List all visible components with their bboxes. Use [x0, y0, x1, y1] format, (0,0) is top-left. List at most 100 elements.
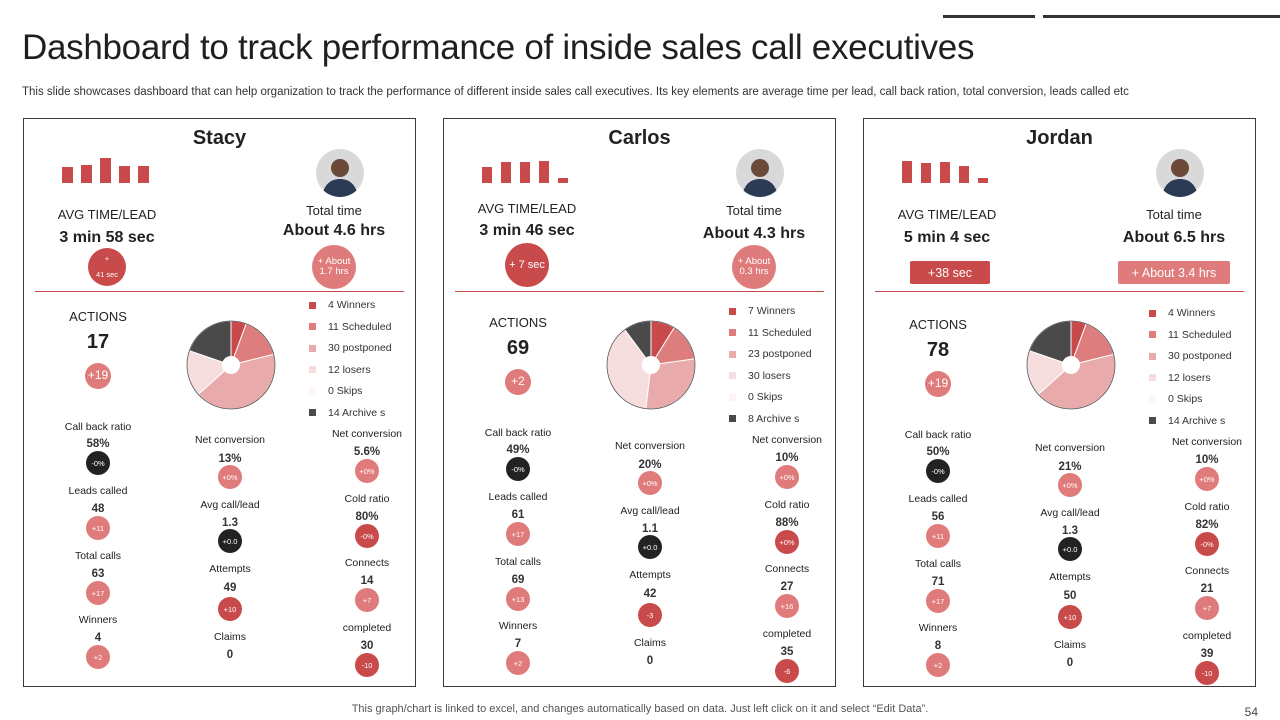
connects-value: 21 — [1200, 583, 1214, 595]
total-badge-line2: 1.7 hrs — [319, 266, 349, 277]
leads-called-value: 48 — [91, 503, 105, 515]
legend-label: 0 Skips — [748, 391, 783, 403]
call-back-ratio-value: 50% — [926, 446, 950, 458]
total-time-delta-badge: + About 1.7 hrs — [312, 245, 356, 289]
legend-label: 4 Winners — [1168, 307, 1216, 319]
executive-panel-jordan: Jordan AVG TIME/LEAD 5 min 4 sec Total t… — [863, 118, 1256, 687]
avg-call-lead-value: 1.1 — [642, 523, 658, 535]
legend-label: 30 postponed — [1168, 350, 1232, 362]
legend-label: 8 Archive s — [748, 412, 800, 425]
leads-called-badge: +17 — [506, 522, 530, 546]
net-conversion-right-value: 10% — [775, 452, 799, 464]
winners-value: 7 — [514, 638, 522, 650]
winners-label: Winners — [78, 614, 118, 626]
executive-panel-stacy: Stacy AVG TIME/LEAD 3 min 58 sec Total t… — [23, 118, 416, 687]
mini-bar-chart — [482, 153, 592, 183]
completed-badge: -6 — [775, 659, 799, 683]
avg-time-delta-badge: +41 sec — [88, 248, 126, 286]
mini-bar — [501, 162, 511, 183]
legend-item: 30 postponed — [1149, 350, 1232, 362]
total-time-delta-badge: + About 3.4 hrs — [1118, 261, 1230, 284]
leads-called-badge: +11 — [86, 516, 110, 540]
connects-badge: +7 — [1195, 596, 1219, 620]
total-calls-label: Total calls — [494, 556, 542, 568]
pie-outline — [606, 320, 696, 410]
cold-ratio-badge: -0% — [1195, 532, 1219, 556]
actions-delta-badge: +19 — [85, 363, 111, 389]
completed-value: 30 — [360, 640, 374, 652]
winners-badge: +2 — [506, 651, 530, 675]
call-back-ratio-label: Call back ratio — [64, 421, 132, 433]
winners-label: Winners — [498, 620, 538, 632]
legend-item: 14 Archive s — [1149, 415, 1225, 427]
avg-call-lead-label: Avg call/lead — [620, 505, 680, 517]
legend-item: 0 Skips — [729, 391, 782, 403]
avg-time-value: 3 min 58 sec — [59, 229, 155, 246]
total-badge-line1: + About — [737, 255, 771, 267]
mini-bar-chart — [62, 153, 172, 183]
avg-time-label: AVG TIME/LEAD — [57, 207, 157, 222]
avg-call-lead-label: Avg call/lead — [1040, 507, 1100, 519]
net-conversion-mid-label: Net conversion — [1034, 442, 1106, 454]
section-divider — [35, 291, 404, 292]
call-back-ratio-badge: -0% — [86, 451, 110, 475]
net-conversion-right-label: Net conversion — [331, 428, 403, 440]
header-line-long — [1043, 15, 1280, 18]
mini-bar — [921, 163, 931, 183]
total-calls-value: 69 — [511, 574, 525, 586]
winners-value: 4 — [94, 632, 102, 644]
completed-badge: -10 — [355, 653, 379, 677]
total-calls-label: Total calls — [914, 558, 962, 570]
net-conversion-mid-value: 21% — [1058, 461, 1082, 473]
cold-ratio-value: 82% — [1195, 519, 1219, 531]
legend-item: 11 Scheduled — [1149, 329, 1231, 341]
executive-name: Jordan — [1026, 127, 1093, 149]
attempts-badge: +10 — [1058, 605, 1082, 629]
completed-label: completed — [762, 628, 812, 640]
executive-name: Carlos — [608, 127, 671, 149]
connects-value: 14 — [360, 575, 374, 587]
legend-item: 30 losers — [729, 370, 791, 382]
net-conversion-mid-value: 20% — [638, 459, 662, 471]
leads-called-value: 56 — [931, 511, 945, 523]
mini-bar — [978, 178, 988, 183]
legend-swatch — [309, 344, 316, 352]
completed-badge: -10 — [1195, 661, 1219, 685]
connects-label: Connects — [1184, 565, 1230, 577]
legend-swatch — [729, 393, 736, 401]
legend-item: 12 losers — [309, 364, 371, 376]
total-time-value: About 4.3 hrs — [702, 225, 806, 242]
legend-label: 12 losers — [1168, 371, 1211, 384]
cold-ratio-label: Cold ratio — [344, 493, 390, 505]
legend-item: 8 Archive s — [729, 413, 799, 425]
avg-call-lead-label: Avg call/lead — [200, 499, 260, 511]
legend-swatch — [309, 366, 316, 373]
total-time-delta-badge: + About 0.3 hrs — [732, 245, 776, 289]
section-divider — [455, 291, 824, 292]
cold-ratio-label: Cold ratio — [1184, 501, 1230, 513]
mini-bar — [138, 166, 149, 183]
legend-label: 12 losers — [328, 363, 371, 376]
legend-swatch — [1149, 395, 1156, 403]
pie-hole — [222, 356, 240, 374]
section-divider — [875, 291, 1244, 292]
attempts-badge: +10 — [218, 597, 242, 621]
winners-value: 8 — [934, 640, 942, 652]
legend-item: 7 Winners — [729, 305, 795, 317]
page-title: Dashboard to track performance of inside… — [22, 28, 975, 67]
call-back-ratio-value: 58% — [86, 438, 110, 450]
avg-time-delta-badge: + 7 sec — [505, 243, 549, 287]
avg-call-lead-badge: +0.0 — [638, 535, 662, 559]
actions-delta-badge: +2 — [505, 369, 531, 395]
cold-ratio-label: Cold ratio — [764, 499, 810, 511]
legend-label: 14 Archive s — [328, 406, 386, 419]
legend-label: 14 Archive s — [1168, 414, 1226, 427]
mini-bar — [558, 178, 568, 183]
legend-label: 11 Scheduled — [748, 326, 812, 339]
legend-swatch — [1149, 309, 1156, 317]
actions-value: 78 — [926, 339, 950, 361]
legend-label: 4 Winners — [328, 299, 376, 311]
legend-item: 0 Skips — [309, 385, 362, 397]
pie-hole — [1062, 356, 1080, 374]
legend-swatch — [729, 307, 736, 315]
